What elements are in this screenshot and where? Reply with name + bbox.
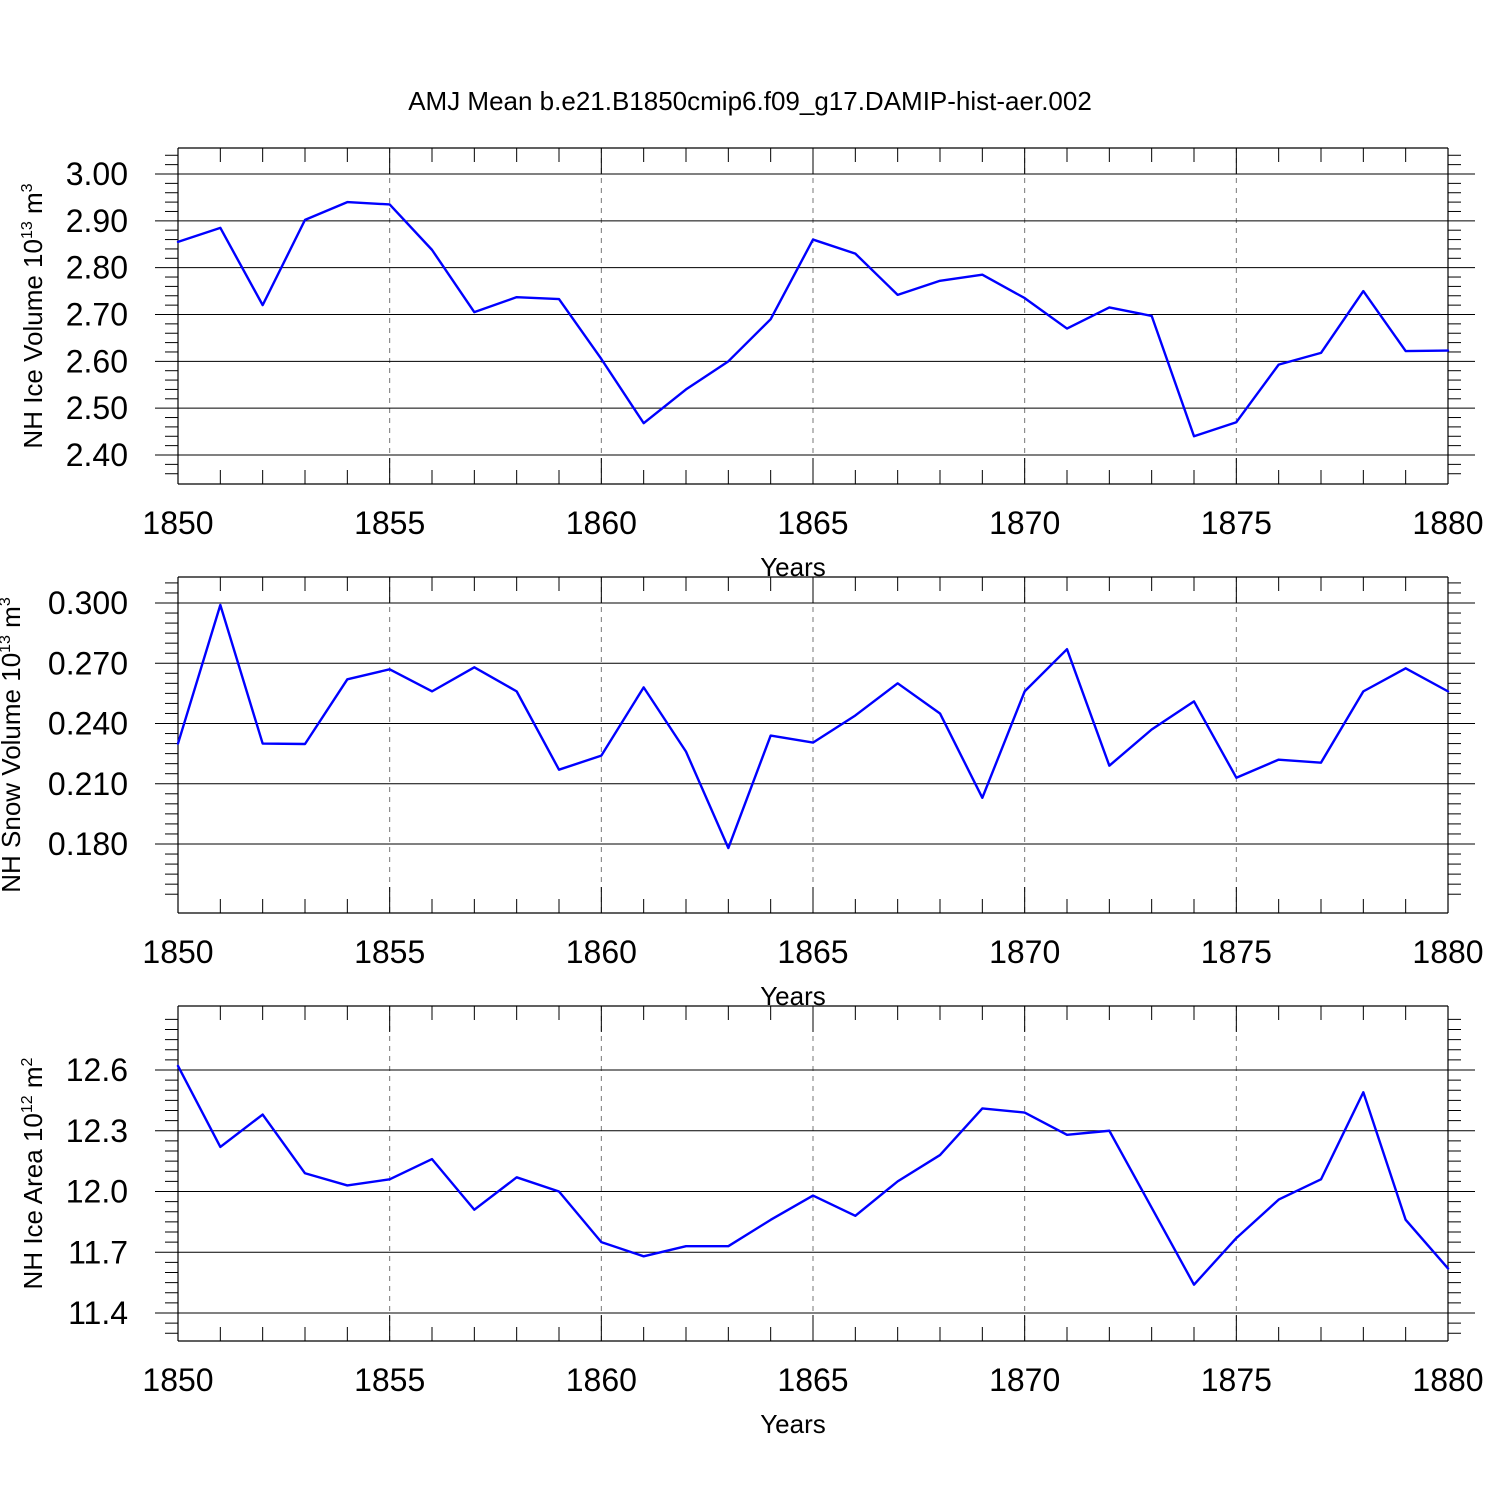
series-line-ice-area [176, 1064, 1450, 1286]
x-tick-label: 1855 [354, 505, 425, 541]
y-tick-label: 12.3 [66, 1113, 128, 1149]
y-axis-title: NH Ice Volume 1013 m3 [18, 183, 48, 448]
x-tick-label: 1875 [1201, 505, 1272, 541]
x-tick-label: 1855 [354, 934, 425, 970]
y-tick-label: 2.90 [66, 203, 128, 239]
y-tick-label: 12.6 [66, 1052, 128, 1088]
y-axis-title: NH Ice Area 1012 m2 [18, 1057, 48, 1289]
y-axis-title-part: 3 [19, 183, 36, 192]
x-tick-label: 1865 [777, 1362, 848, 1398]
y-axis-title-part: NH Snow Volume 10 [0, 653, 26, 893]
y-tick-label: 0.240 [48, 706, 128, 742]
x-tick-label: 1875 [1201, 1362, 1272, 1398]
panel-ice-area: 11.4 11.7 12.0 12.3 12.6 1850 1855 1860 1865 1870… [18, 1005, 1484, 1439]
y-axis-title-part: m [0, 606, 26, 635]
y-tick-label: 0.210 [48, 766, 128, 802]
x-tick-label: 1870 [989, 1362, 1060, 1398]
x-tick-label: 1850 [142, 505, 213, 541]
y-tick-label: 12.0 [66, 1174, 128, 1210]
x-tick-label: 1880 [1412, 505, 1483, 541]
x-tick-label: 1860 [566, 505, 637, 541]
y-tick-label: 2.80 [66, 250, 128, 286]
x-tick-label: 1860 [566, 934, 637, 970]
y-tick-label: 3.00 [66, 156, 128, 192]
x-tick-label: 1865 [777, 934, 848, 970]
chart-title: AMJ Mean b.e21.B1850cmip6.f09_g17.DAMIP-… [408, 86, 1092, 116]
y-axis-title-part: NH Ice Area 10 [18, 1113, 48, 1289]
y-tick-label: 0.180 [48, 826, 128, 862]
y-tick-label: 2.40 [66, 437, 128, 473]
y-tick-label: 2.60 [66, 343, 128, 379]
series-line-ice-volume [176, 200, 1450, 438]
x-tick-label: 1850 [142, 934, 213, 970]
x-tick-label: 1875 [1201, 934, 1272, 970]
x-axis-title: Years [760, 1409, 826, 1439]
y-axis-title-part: NH Ice Volume 10 [18, 239, 48, 449]
panel-snow-volume: 0.180 0.210 0.240 0.270 0.300 1850 1855 1860 186… [0, 576, 1484, 1011]
y-tick-label: 2.70 [66, 297, 128, 333]
y-axis-title: NH Snow Volume 1013 m3 [0, 597, 26, 893]
x-tick-label: 1850 [142, 1362, 213, 1398]
y-tick-label: 0.300 [48, 585, 128, 621]
y-axis-title-part: m [18, 192, 48, 221]
x-tick-label: 1870 [989, 934, 1060, 970]
y-tick-label: 11.7 [68, 1234, 128, 1270]
x-tick-label: 1870 [989, 505, 1060, 541]
chart-panels: 2.40 2.50 2.60 2.70 2.80 2.90 3.00 1850 1855 1860… [0, 147, 1484, 1439]
y-tick-label: 2.50 [66, 390, 128, 426]
y-axis-title-part: 13 [19, 221, 36, 239]
x-tick-label: 1880 [1412, 1362, 1483, 1398]
x-tick-label: 1880 [1412, 934, 1483, 970]
y-axis-title-part: 13 [0, 635, 14, 653]
y-tick-label: 11.4 [68, 1295, 128, 1331]
y-axis-title-part: 2 [19, 1057, 36, 1066]
panel-ice-volume: 2.40 2.50 2.60 2.70 2.80 2.90 3.00 1850 1855 1860… [18, 147, 1484, 582]
x-tick-label: 1865 [777, 505, 848, 541]
x-tick-label: 1860 [566, 1362, 637, 1398]
y-tick-label: 0.270 [48, 645, 128, 681]
y-axis-title-part: 3 [0, 597, 14, 606]
y-axis-title-part: m [18, 1066, 48, 1095]
x-tick-label: 1855 [354, 1362, 425, 1398]
series-line-snow-volume [176, 603, 1450, 850]
y-axis-title-part: 12 [19, 1095, 36, 1113]
